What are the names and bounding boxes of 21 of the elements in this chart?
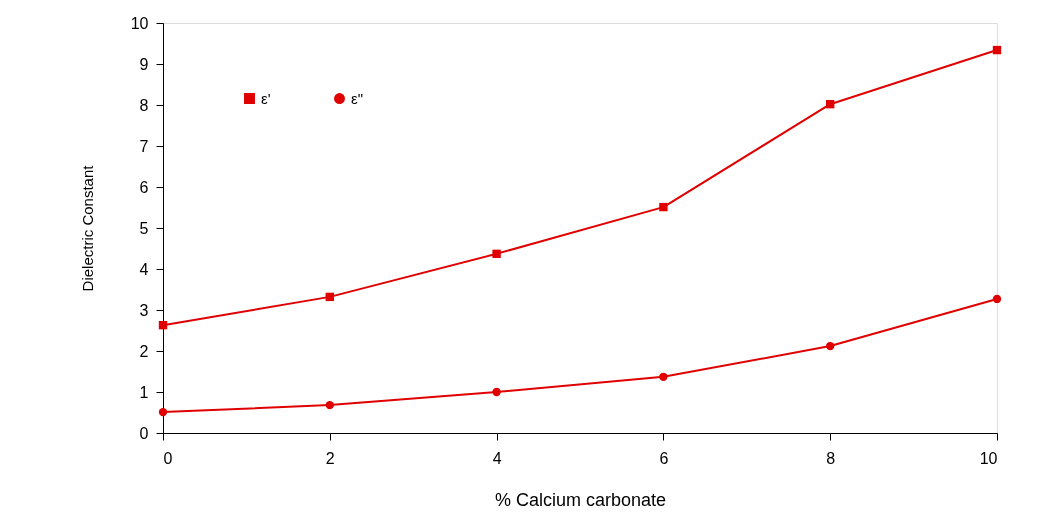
y-axis-title: Dielectric Constant: [78, 164, 96, 292]
y-tick-label: 0: [139, 424, 149, 442]
x-tick-label: 4: [492, 449, 502, 467]
y-tick-label: 8: [139, 96, 149, 114]
x-axis-title: % Calcium carbonate: [494, 489, 667, 510]
legend-label: ε': [261, 89, 271, 107]
x-tick-label: 2: [325, 449, 335, 467]
y-tick-label: 4: [139, 260, 149, 278]
y-tick-label: 9: [139, 55, 149, 73]
y-tick-label: 10: [130, 14, 149, 32]
y-tick-label: 7: [139, 137, 149, 155]
y-tick-label: 3: [139, 301, 149, 319]
y-tick-label: 2: [139, 342, 149, 360]
y-tick-label: 5: [139, 219, 149, 237]
y-tick-label: 6: [139, 178, 149, 196]
x-tick-label: 10: [979, 449, 998, 467]
legend-label: ε": [351, 89, 364, 107]
x-tick-label: 8: [826, 449, 836, 467]
x-tick-label: 0: [163, 449, 173, 467]
x-tick-label: 6: [659, 449, 669, 467]
y-tick-label: 1: [139, 383, 149, 401]
